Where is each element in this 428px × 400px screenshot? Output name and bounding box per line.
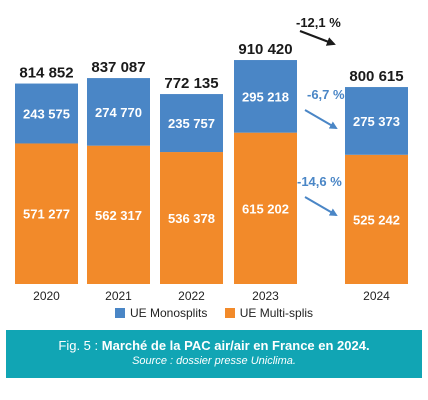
chart-legend: UE Monosplits UE Multi-splis [0,306,428,321]
year-label-2024: 2024 [363,289,390,303]
mono-change-arrow [304,109,338,130]
legend-item-monosplits: UE Monosplits [114,306,208,320]
bar-monosplits-2022 [160,94,223,153]
legend-label-monosplits: UE Monosplits [129,306,208,320]
bar-monosplits-2024 [345,87,408,155]
legend-label-multisplis: UE Multi-splis [239,306,314,320]
year-label-2020: 2020 [33,289,60,303]
figure-caption: Fig. 5 : Marché de la PAC air/air en Fra… [6,330,422,378]
label-monosplits-2024: 275 373 [353,114,400,129]
multi-change-arrow [304,196,338,217]
year-label-2023: 2023 [252,289,279,303]
total-label-2024: 800 615 [349,68,403,85]
bar-monosplits-2020 [15,83,78,144]
year-label-2022: 2022 [178,289,205,303]
label-monosplits-2023: 295 218 [242,89,289,104]
label-monosplits-2021: 274 770 [95,105,142,120]
mono-change-annotation: -6,7 % [307,87,345,102]
bar-multisplis-2022 [160,152,223,284]
total-change-arrow [299,29,336,46]
year-label-2021: 2021 [105,289,132,303]
label-multisplis-2021: 562 317 [95,208,142,223]
multi-change-annotation: -14,6 % [297,174,342,189]
legend-item-multisplis: UE Multi-splis [224,306,314,320]
label-multisplis-2023: 615 202 [242,201,289,216]
caption-fig-number: Fig. 5 : [58,338,99,353]
bar-multisplis-2021 [87,145,150,284]
bar-monosplits-2023 [234,60,297,133]
total-label-2021: 837 087 [91,59,145,76]
bar-multisplis-2023 [234,132,297,284]
total-change-annotation: -12,1 % [296,15,341,30]
label-multisplis-2020: 571 277 [23,207,70,222]
label-monosplits-2022: 235 757 [168,116,215,131]
caption-title: Marché de la PAC air/air en France en 20… [101,338,370,353]
bar-multisplis-2020 [15,143,78,284]
total-label-2023: 910 420 [238,41,292,58]
bar-monosplits-2021 [87,78,150,146]
caption-source: Source : dossier presse Uniclima. [132,355,296,367]
legend-swatch-monosplits [114,308,125,318]
label-multisplis-2024: 525 242 [353,212,400,227]
stacked-bar-chart: 571 277 243 575 814 852 2020 562 317 274 770 8… [15,15,408,303]
label-multisplis-2022: 536 378 [168,211,215,226]
label-monosplits-2020: 243 575 [23,107,70,122]
total-label-2022: 772 135 [164,75,218,92]
bar-multisplis-2024 [345,154,408,284]
legend-swatch-multisplis [224,308,235,318]
total-label-2020: 814 852 [19,65,73,82]
caption-title-line: Fig. 5 : Marché de la PAC air/air en Fra… [6,337,422,354]
